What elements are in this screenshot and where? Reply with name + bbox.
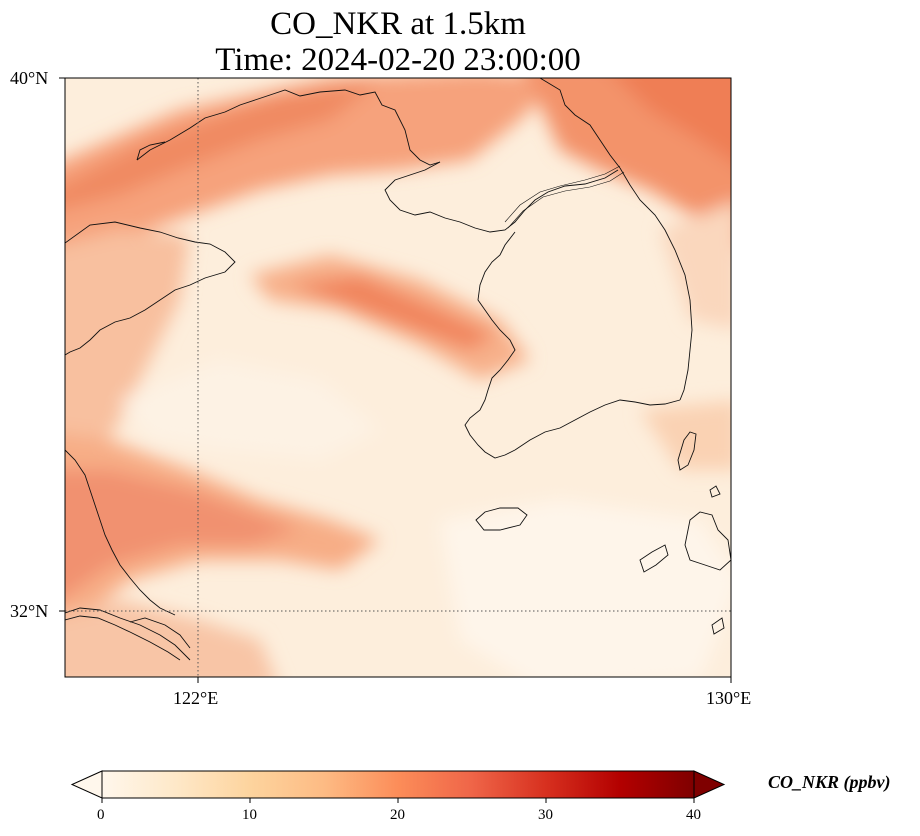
colorbar-tick-label-10: 10 — [242, 807, 257, 823]
colorbar-label: CO_NKR (ppbv) — [768, 772, 891, 792]
concentration-field — [65, 78, 731, 677]
colorbar — [70, 770, 726, 803]
map-title-line1: CO_NKR at 1.5km — [270, 6, 526, 42]
colorbar-min-extension — [70, 770, 103, 799]
colorbar-tick-label-20: 20 — [390, 807, 405, 823]
colorbar-tick-label-30: 30 — [538, 807, 553, 823]
lat-label-32n: 32°N — [10, 601, 49, 621]
colorbar-tick-label-0: 0 — [97, 807, 105, 823]
colorbar-max-extension — [693, 770, 726, 799]
lon-label-122e: 122°E — [173, 688, 219, 708]
colorbar-ticks — [101, 798, 695, 803]
colorbar-gradient — [102, 771, 694, 798]
colorbar-tick-label-40: 40 — [686, 807, 701, 823]
gridlines — [65, 78, 731, 677]
lat-label-40n: 40°N — [10, 68, 49, 88]
lon-label-130e: 130°E — [706, 688, 752, 708]
map-title-line2: Time: 2024-02-20 23:00:00 — [215, 42, 581, 78]
map-frame — [64, 77, 732, 678]
axis-ticks — [59, 77, 732, 683]
